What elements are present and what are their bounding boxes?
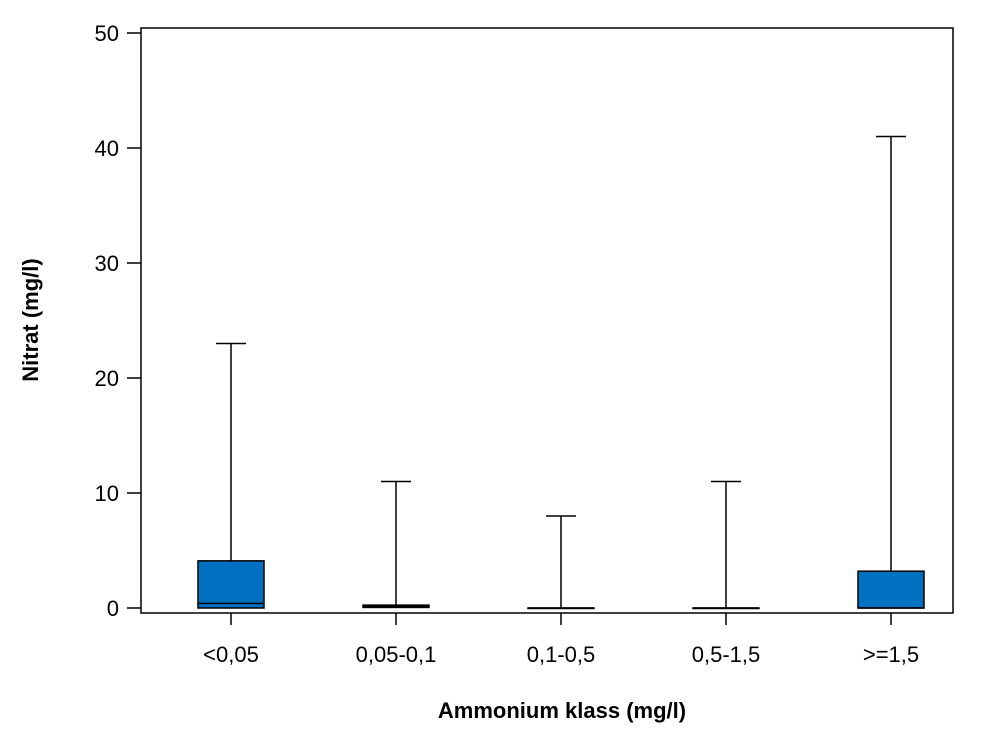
x-tick-label: 0,5-1,5 — [692, 642, 761, 667]
box-4 — [857, 135, 925, 609]
x-tick-label: 0,05-0,1 — [356, 642, 437, 667]
box-2 — [527, 515, 595, 610]
box-iqr — [197, 560, 265, 609]
box-0 — [197, 342, 265, 609]
box-1 — [362, 480, 430, 609]
y-tick-label: 10 — [95, 481, 119, 506]
y-tick-label: 0 — [107, 596, 119, 621]
y-axis: 0 10 20 30 40 50 — [95, 21, 141, 621]
y-tick-label: 40 — [95, 136, 119, 161]
y-tick-label: 30 — [95, 251, 119, 276]
box-3 — [692, 480, 760, 610]
y-tick-label: 50 — [95, 21, 119, 46]
x-tick-label: <0,05 — [203, 642, 259, 667]
plot-frame — [140, 27, 954, 614]
y-axis-title: Nitrat (mg/l) — [18, 258, 43, 381]
box-iqr — [857, 570, 925, 609]
x-tick-label: >=1,5 — [863, 642, 919, 667]
x-tick-label: 0,1-0,5 — [527, 642, 596, 667]
y-tick-label: 20 — [95, 366, 119, 391]
boxes-group — [197, 135, 925, 610]
x-axis: <0,05 0,05-0,1 0,1-0,5 0,5-1,5 >=1,5 — [203, 613, 919, 667]
x-axis-title: Ammonium klass (mg/l) — [438, 698, 686, 723]
